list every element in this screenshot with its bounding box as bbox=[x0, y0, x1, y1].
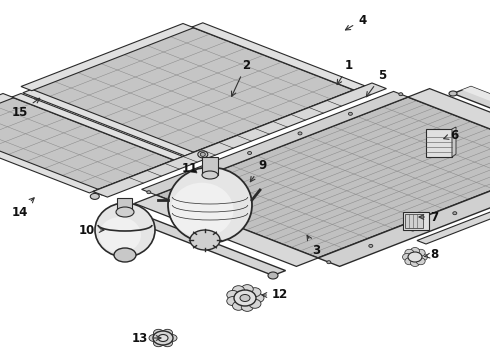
Polygon shape bbox=[21, 23, 194, 91]
Ellipse shape bbox=[411, 228, 415, 231]
Polygon shape bbox=[30, 27, 354, 153]
Ellipse shape bbox=[405, 249, 414, 256]
Text: 10: 10 bbox=[79, 224, 104, 237]
Ellipse shape bbox=[416, 249, 425, 256]
FancyBboxPatch shape bbox=[426, 129, 452, 157]
Bar bbox=[202, 157, 218, 175]
Ellipse shape bbox=[227, 297, 239, 306]
Ellipse shape bbox=[249, 299, 261, 308]
Ellipse shape bbox=[158, 334, 168, 342]
Ellipse shape bbox=[163, 340, 172, 347]
Polygon shape bbox=[93, 160, 183, 195]
Ellipse shape bbox=[153, 329, 164, 336]
Text: 7: 7 bbox=[419, 211, 438, 224]
Polygon shape bbox=[0, 126, 98, 193]
Ellipse shape bbox=[268, 272, 278, 279]
Polygon shape bbox=[0, 94, 14, 129]
Ellipse shape bbox=[241, 302, 253, 311]
Polygon shape bbox=[453, 86, 490, 149]
Text: 12: 12 bbox=[262, 288, 288, 302]
Ellipse shape bbox=[411, 248, 419, 255]
Polygon shape bbox=[142, 91, 408, 195]
Polygon shape bbox=[417, 177, 490, 244]
Text: 15: 15 bbox=[12, 98, 40, 118]
Ellipse shape bbox=[90, 193, 99, 199]
FancyBboxPatch shape bbox=[405, 214, 423, 228]
Text: 11: 11 bbox=[182, 162, 198, 175]
Polygon shape bbox=[0, 97, 174, 192]
Text: 8: 8 bbox=[424, 248, 438, 261]
FancyBboxPatch shape bbox=[403, 212, 429, 230]
Ellipse shape bbox=[247, 152, 251, 154]
Ellipse shape bbox=[241, 285, 253, 294]
Ellipse shape bbox=[202, 171, 218, 179]
Ellipse shape bbox=[200, 152, 205, 156]
Ellipse shape bbox=[327, 261, 331, 264]
Ellipse shape bbox=[408, 252, 422, 262]
Ellipse shape bbox=[99, 217, 141, 253]
Ellipse shape bbox=[190, 230, 220, 250]
Polygon shape bbox=[23, 89, 194, 156]
Ellipse shape bbox=[125, 216, 133, 222]
Ellipse shape bbox=[114, 248, 136, 262]
Bar bbox=[117, 198, 132, 212]
Ellipse shape bbox=[149, 334, 159, 342]
Polygon shape bbox=[156, 97, 490, 258]
Ellipse shape bbox=[402, 253, 412, 261]
Ellipse shape bbox=[153, 340, 164, 347]
Ellipse shape bbox=[399, 93, 403, 96]
Ellipse shape bbox=[298, 132, 302, 135]
Polygon shape bbox=[192, 23, 365, 90]
Polygon shape bbox=[134, 195, 318, 266]
Ellipse shape bbox=[369, 244, 373, 247]
Ellipse shape bbox=[418, 253, 427, 261]
Ellipse shape bbox=[153, 331, 173, 345]
Ellipse shape bbox=[348, 112, 352, 115]
Text: 13: 13 bbox=[132, 332, 161, 345]
Text: 4: 4 bbox=[345, 14, 366, 30]
Polygon shape bbox=[12, 94, 183, 160]
Ellipse shape bbox=[116, 207, 134, 217]
Ellipse shape bbox=[163, 329, 172, 336]
Ellipse shape bbox=[234, 290, 256, 306]
Ellipse shape bbox=[171, 183, 234, 237]
Ellipse shape bbox=[453, 212, 457, 215]
Polygon shape bbox=[192, 90, 363, 157]
Text: 1: 1 bbox=[337, 59, 353, 85]
Polygon shape bbox=[452, 127, 456, 157]
Ellipse shape bbox=[167, 334, 177, 342]
Ellipse shape bbox=[405, 258, 414, 265]
Ellipse shape bbox=[252, 293, 264, 302]
Polygon shape bbox=[318, 160, 490, 266]
Polygon shape bbox=[462, 86, 490, 146]
Text: 2: 2 bbox=[231, 59, 250, 96]
Ellipse shape bbox=[249, 288, 261, 297]
Ellipse shape bbox=[232, 301, 245, 310]
Text: 14: 14 bbox=[12, 198, 34, 219]
Ellipse shape bbox=[95, 203, 155, 257]
Ellipse shape bbox=[168, 167, 252, 243]
Ellipse shape bbox=[240, 294, 250, 302]
Ellipse shape bbox=[198, 151, 208, 158]
Text: 3: 3 bbox=[307, 235, 320, 256]
Ellipse shape bbox=[227, 291, 239, 300]
Polygon shape bbox=[129, 215, 286, 275]
Ellipse shape bbox=[147, 191, 151, 194]
Ellipse shape bbox=[449, 91, 457, 96]
Polygon shape bbox=[93, 83, 387, 197]
Text: 6: 6 bbox=[444, 129, 458, 141]
Text: 9: 9 bbox=[250, 158, 266, 182]
Ellipse shape bbox=[411, 260, 419, 266]
Polygon shape bbox=[408, 89, 490, 160]
Text: 5: 5 bbox=[367, 68, 386, 97]
Ellipse shape bbox=[232, 286, 245, 295]
Ellipse shape bbox=[197, 171, 201, 174]
Ellipse shape bbox=[416, 258, 425, 265]
